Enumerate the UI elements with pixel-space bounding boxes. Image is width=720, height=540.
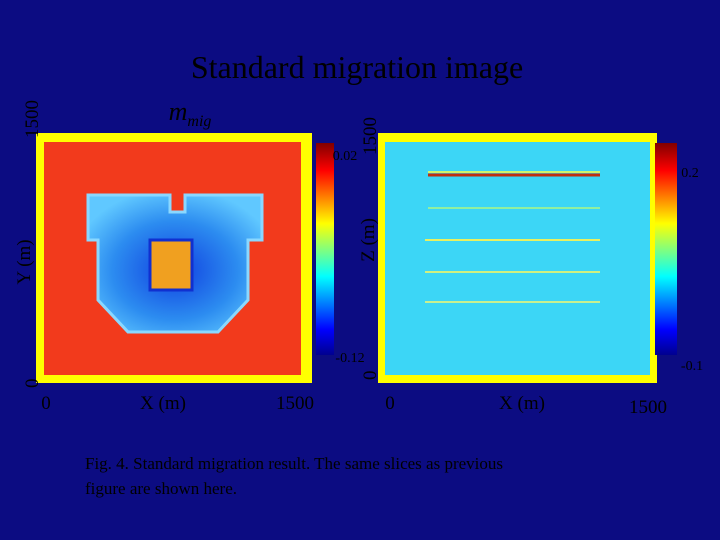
- y-axis-end: 1500: [22, 100, 43, 138]
- colorbar: [316, 143, 334, 355]
- caption: figure are shown here.: [85, 479, 237, 498]
- colorbar-min: -0.1: [681, 359, 703, 374]
- y-axis-start: 0: [22, 379, 43, 389]
- y-axis-end: 1500: [360, 117, 381, 155]
- colorbar-max: 0.2: [681, 166, 699, 181]
- x-axis-end: 1500: [276, 393, 314, 414]
- label-subscript: mig: [187, 113, 211, 130]
- y-axis-label: Y (m): [14, 239, 35, 284]
- right-panel: 0.2 -0.1 1500 Z (m) 0 0 X (m) 1500: [358, 117, 703, 418]
- caption: Fig. 4. Standard migration result. The s…: [85, 454, 503, 473]
- x-axis-start: 0: [385, 393, 395, 414]
- panel-label: mmig: [169, 97, 212, 130]
- colorbar-min: -0.12: [335, 351, 364, 366]
- x-axis-label: X (m): [140, 393, 186, 414]
- slide-title: Standard migration image: [191, 49, 523, 85]
- image: [385, 142, 650, 375]
- label-base: m: [169, 97, 188, 126]
- y-axis-label: Z (m): [358, 218, 379, 262]
- colorbar: [655, 143, 677, 355]
- x-axis-start: 0: [41, 393, 51, 414]
- image-feature: [148, 238, 194, 292]
- x-axis-end: 1500: [629, 397, 667, 418]
- left-panel: mmig 0.02 -0.12 1500 Y (m) 0 0 X (m) 150…: [14, 97, 365, 414]
- colorbar-max: 0.02: [333, 149, 358, 164]
- x-axis-label: X (m): [499, 393, 545, 414]
- y-axis-start: 0: [360, 371, 381, 381]
